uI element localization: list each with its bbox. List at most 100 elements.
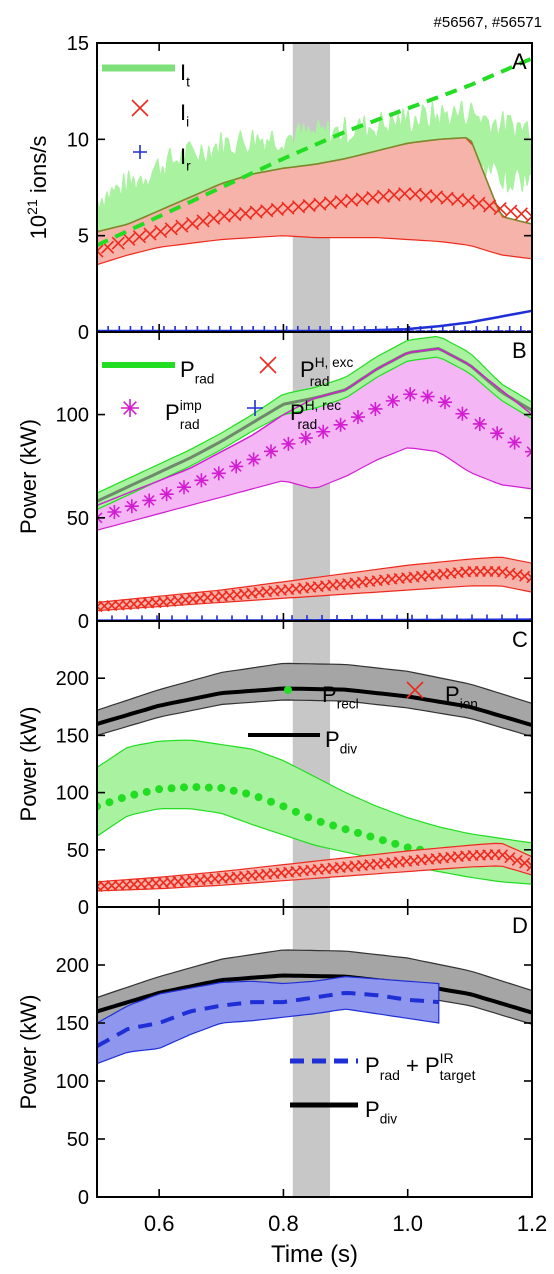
series-pimp-marker-7 (211, 466, 226, 481)
panel-b-letter: B (512, 338, 527, 363)
series-ii-marker-33 (440, 191, 454, 205)
series-prec-marker-19 (377, 614, 387, 621)
series-pimp-marker-20 (438, 395, 452, 410)
series-ii-marker-17 (270, 202, 284, 217)
series-ii-marker-18 (281, 201, 295, 215)
series-precl-marker-20 (341, 825, 350, 834)
series-ii-marker-8 (175, 219, 189, 233)
series-ii-marker-21 (313, 197, 327, 211)
panel-d-ytick-label-3: 150 (56, 1013, 89, 1035)
series-pimp-marker-16 (368, 401, 383, 416)
series-ii-marker-3 (122, 232, 136, 246)
series-precl-marker-15 (279, 802, 288, 811)
series-pimp-marker-19 (420, 389, 435, 404)
series-precl-marker-25 (403, 843, 412, 852)
series-ii-marker-10 (196, 214, 210, 228)
series-ii-marker-38 (493, 201, 507, 216)
panel-d-ytick-label-2: 100 (56, 1071, 89, 1093)
panel-d-frame (96, 906, 533, 1198)
panel-a-ytick-label-0: 0 (78, 322, 89, 344)
legend-a-ir-label: Ir (180, 144, 191, 174)
legend-d-prad-ir-label: Prad + PIR target (365, 1050, 476, 1083)
series-ii-marker-20 (302, 198, 316, 213)
series-ii-marker-31 (419, 188, 433, 203)
panel-a-ytick-label-1: 5 (78, 226, 89, 248)
panel-d-ytick-label-0: 0 (78, 1187, 89, 1209)
series-ii-marker-24 (345, 193, 359, 207)
legend-b-prec-label: PH, rec rad (290, 398, 341, 432)
legend-b-prad-label: Prad (180, 357, 214, 387)
panel-a-letter: A (512, 49, 527, 74)
series-pexc-marker-59 (526, 572, 532, 584)
series-prec-marker-28 (512, 614, 522, 621)
series-precl-marker-12 (242, 789, 251, 798)
panel-c-ytick-label-3: 150 (56, 725, 89, 747)
panel-b-ytick-label-0: 0 (78, 611, 89, 633)
series-ii-marker-19 (292, 200, 306, 214)
series-ii-marker-26 (366, 191, 380, 205)
legend-c-precl-label: Precl (322, 682, 359, 712)
series-prec-marker-20 (392, 614, 402, 621)
series-ii-marker-34 (451, 192, 465, 207)
series-ii-marker-4 (132, 230, 147, 244)
legend-a-ii-label: Ii (180, 100, 189, 130)
series-pimp-marker-3 (142, 493, 157, 508)
series-ii-marker-0 (97, 244, 104, 258)
panel-c-ytick-label-1: 50 (67, 840, 89, 862)
series-ii-marker-2 (111, 236, 125, 250)
legend-b-pexc-swatch (259, 356, 277, 374)
series-pimp-marker-24 (507, 435, 522, 450)
panel-b-plot (97, 332, 532, 621)
series-pimp-marker-18 (403, 387, 418, 402)
series-precl-marker-8 (192, 783, 201, 792)
series-prec-marker-24 (452, 614, 462, 621)
series-precl-marker-19 (329, 821, 338, 830)
series-pimp-marker-12 (298, 431, 313, 446)
legend-c-pion-label: Pion (445, 682, 478, 712)
series-ii-marker-7 (164, 222, 178, 236)
series-ii-marker-39 (504, 204, 518, 218)
series-ii-marker-11 (207, 211, 221, 225)
panel-b-ytick-label-2: 100 (56, 405, 89, 427)
series-pimp-marker-22 (472, 416, 487, 431)
legend-d-pdiv-label: Pdiv (365, 1097, 397, 1127)
series-precl-marker-14 (267, 797, 275, 806)
series-ii-marker-15 (249, 205, 263, 219)
series-pimp-marker-13 (316, 424, 331, 439)
panel-b-ylabel: Power (kW) (16, 419, 41, 534)
series-precl-marker-10 (217, 784, 226, 793)
series-prec-marker-21 (407, 614, 417, 621)
series-ii-marker-40 (514, 207, 528, 221)
panel-a-ytick-label-2: 10 (67, 129, 89, 151)
shot-label: #56567, #56571 (433, 14, 542, 31)
series-precl-marker-1 (105, 798, 114, 807)
series-ii-marker-6 (154, 224, 168, 239)
panel-c-plot (97, 621, 532, 907)
panel-a-plot (97, 43, 532, 332)
series-prec-marker-17 (347, 614, 357, 621)
legend-b-prec-swatch (247, 400, 263, 416)
series-pion-marker-59 (526, 860, 532, 872)
series-ii-marker-35 (461, 194, 475, 208)
series-it-smooth-line (97, 136, 532, 233)
series-precl-marker-2 (117, 794, 126, 803)
panel-a-ylabel: 1021 ions/s (24, 136, 51, 240)
panel-d-ylabel: Power (kW) (16, 995, 41, 1110)
series-precl-marker-4 (142, 787, 151, 796)
series-pimp-marker-15 (351, 410, 365, 425)
series-ii-marker-37 (482, 199, 497, 213)
xtick-label-3: 1.2 (517, 1211, 548, 1236)
series-ii-marker-36 (472, 196, 486, 210)
series-prec-marker-23 (437, 614, 447, 621)
series-ii-marker-25 (355, 192, 369, 206)
series-pimp-marker-14 (333, 417, 348, 432)
series-precl-marker-9 (204, 783, 213, 792)
series-prec-marker-18 (362, 614, 372, 621)
series-ii-marker-12 (217, 209, 231, 223)
series-ii-marker-41 (525, 209, 532, 223)
series-prec-marker-29 (527, 614, 532, 621)
series-prec-marker-25 (467, 614, 477, 621)
series-precl-marker-24 (391, 839, 400, 848)
series-pimp-marker-2 (124, 499, 139, 514)
